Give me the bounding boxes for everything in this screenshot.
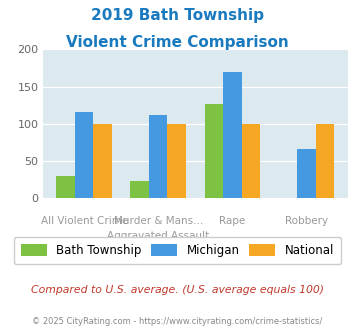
Text: Murder & Mans...: Murder & Mans... [114, 216, 203, 226]
Bar [131, 181, 149, 198]
Bar [93, 124, 112, 198]
Text: Rape: Rape [219, 216, 245, 226]
Text: Compared to U.S. average. (U.S. average equals 100): Compared to U.S. average. (U.S. average … [31, 285, 324, 295]
Bar [297, 149, 316, 198]
Legend: Bath Township, Michigan, National: Bath Township, Michigan, National [14, 237, 341, 264]
Bar [316, 124, 334, 198]
Text: Violent Crime Comparison: Violent Crime Comparison [66, 35, 289, 50]
Bar [204, 104, 223, 198]
Bar [56, 176, 75, 198]
Text: Aggravated Assault: Aggravated Assault [107, 231, 209, 241]
Bar [223, 72, 241, 198]
Bar [149, 115, 168, 198]
Bar [168, 124, 186, 198]
Text: © 2025 CityRating.com - https://www.cityrating.com/crime-statistics/: © 2025 CityRating.com - https://www.city… [32, 317, 323, 326]
Bar [241, 124, 260, 198]
Bar [75, 112, 93, 198]
Text: All Violent Crime: All Violent Crime [40, 216, 128, 226]
Text: Robbery: Robbery [285, 216, 328, 226]
Text: 2019 Bath Township: 2019 Bath Township [91, 8, 264, 23]
